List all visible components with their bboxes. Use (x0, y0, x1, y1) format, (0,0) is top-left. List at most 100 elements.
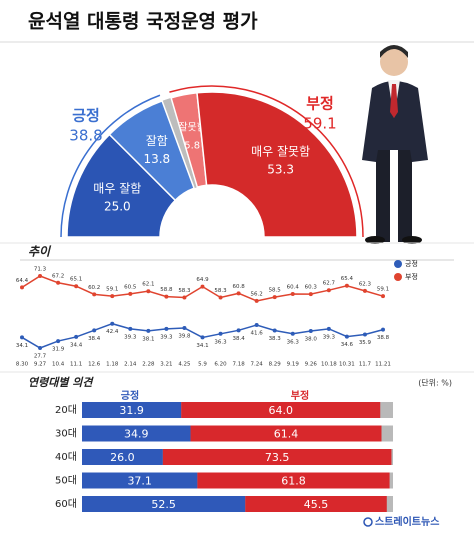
row-label: 50대 (55, 475, 77, 487)
person-figure (362, 45, 428, 244)
series-point (128, 326, 133, 331)
series-point (74, 334, 79, 339)
x-tick-label: 2.28 (142, 362, 155, 368)
series-point (110, 294, 115, 299)
group-arc (169, 85, 364, 238)
series-point (56, 280, 61, 285)
series-point (164, 294, 169, 299)
data-label: 65.4 (341, 276, 354, 282)
donut-segment (196, 91, 358, 238)
bar-label: 26.0 (110, 451, 135, 464)
group-name: 긍정 (72, 107, 100, 125)
legend-marker (394, 273, 402, 281)
series-point (326, 288, 331, 293)
series-point (344, 334, 349, 339)
x-tick-label: 6.20 (214, 362, 227, 368)
bar-label: 52.5 (151, 498, 176, 511)
x-tick-label: 11.7 (359, 362, 372, 368)
data-label: 64.4 (16, 278, 29, 284)
bar-segment (82, 472, 198, 489)
row-label: 40대 (55, 451, 77, 463)
series-point (236, 328, 241, 333)
segment-label: 잘함 (146, 134, 168, 148)
data-label: 59.1 (106, 287, 118, 293)
data-label: 71.3 (34, 267, 47, 273)
series-point (200, 335, 205, 340)
series-point (74, 284, 79, 289)
series-point (290, 331, 295, 336)
data-label: 27.7 (34, 354, 47, 360)
series-point (308, 328, 313, 333)
series-point (272, 295, 277, 300)
series-point (381, 327, 385, 332)
series-point (254, 298, 259, 303)
x-tick-label: 11.21 (375, 362, 391, 368)
data-label: 59.1 (377, 287, 389, 293)
bar-segment (245, 496, 387, 512)
logo: 스트레이트뉴스 (363, 515, 439, 528)
x-tick-label: 2.14 (124, 362, 137, 368)
data-label: 58.8 (160, 287, 173, 293)
series-point (38, 274, 43, 278)
bar-label: 73.5 (265, 451, 290, 464)
segment-label: 잘못함 (178, 121, 206, 133)
legend-marker (394, 260, 402, 268)
x-tick-label: 3.21 (160, 362, 172, 368)
data-label: 65.1 (70, 277, 82, 283)
data-label: 38.4 (88, 336, 101, 342)
data-label: 60.3 (305, 285, 318, 291)
series-point (381, 294, 385, 299)
series-point (20, 285, 24, 290)
series-point (146, 289, 151, 294)
data-label: 39.8 (178, 334, 191, 340)
data-label: 39.3 (160, 334, 173, 340)
data-label: 60.8 (232, 284, 245, 290)
series-point (218, 331, 223, 336)
data-label: 58.3 (214, 288, 227, 294)
data-label: 36.3 (214, 339, 227, 345)
x-tick-label: 8.29 (269, 362, 282, 368)
bar-label: 31.9 (119, 404, 144, 417)
data-label: 62.3 (359, 281, 372, 287)
data-label: 34.4 (70, 342, 83, 348)
series-point (164, 326, 169, 331)
column-header: 긍정 (121, 389, 139, 402)
bar-label: 37.1 (127, 475, 152, 488)
series-point (92, 292, 97, 297)
data-label: 56.2 (251, 291, 263, 297)
data-label: 60.5 (124, 284, 137, 290)
series-point (182, 295, 187, 300)
bar-label: 34.9 (124, 428, 149, 441)
legend-label: 긍정 (405, 259, 418, 268)
x-tick-label: 8.30 (16, 362, 29, 368)
series-point (236, 291, 241, 296)
x-tick-label: 9.26 (305, 362, 318, 368)
bar-segment (82, 449, 163, 465)
series-point (344, 283, 349, 288)
series-point (110, 321, 115, 326)
group-name: 부정 (306, 95, 334, 113)
bar-label: 61.4 (274, 428, 299, 441)
segment-label: 매우 잘못함 (251, 144, 310, 158)
data-label: 58.5 (269, 288, 282, 294)
data-label: 42.4 (106, 329, 119, 335)
series-point (56, 339, 61, 344)
data-label: 60.2 (88, 285, 100, 291)
x-tick-label: 7.18 (232, 362, 245, 368)
bar-label: 45.5 (304, 498, 329, 511)
series-point (326, 326, 331, 331)
bar-segment (82, 425, 191, 442)
unit-label: (단위: %) (418, 378, 452, 388)
segment-value: 25.0 (104, 199, 131, 213)
section-title: 추이 (28, 245, 52, 259)
row-label: 60대 (55, 498, 77, 510)
section-title: 연령대별 의견 (28, 376, 94, 389)
data-label: 38.4 (232, 336, 245, 342)
group-value: 59.1 (303, 115, 336, 133)
column-header: 부정 (291, 389, 309, 402)
row-label: 20대 (55, 404, 77, 416)
row-label: 30대 (55, 428, 77, 440)
data-label: 35.9 (359, 340, 372, 346)
x-tick-label: 10.31 (339, 362, 355, 368)
